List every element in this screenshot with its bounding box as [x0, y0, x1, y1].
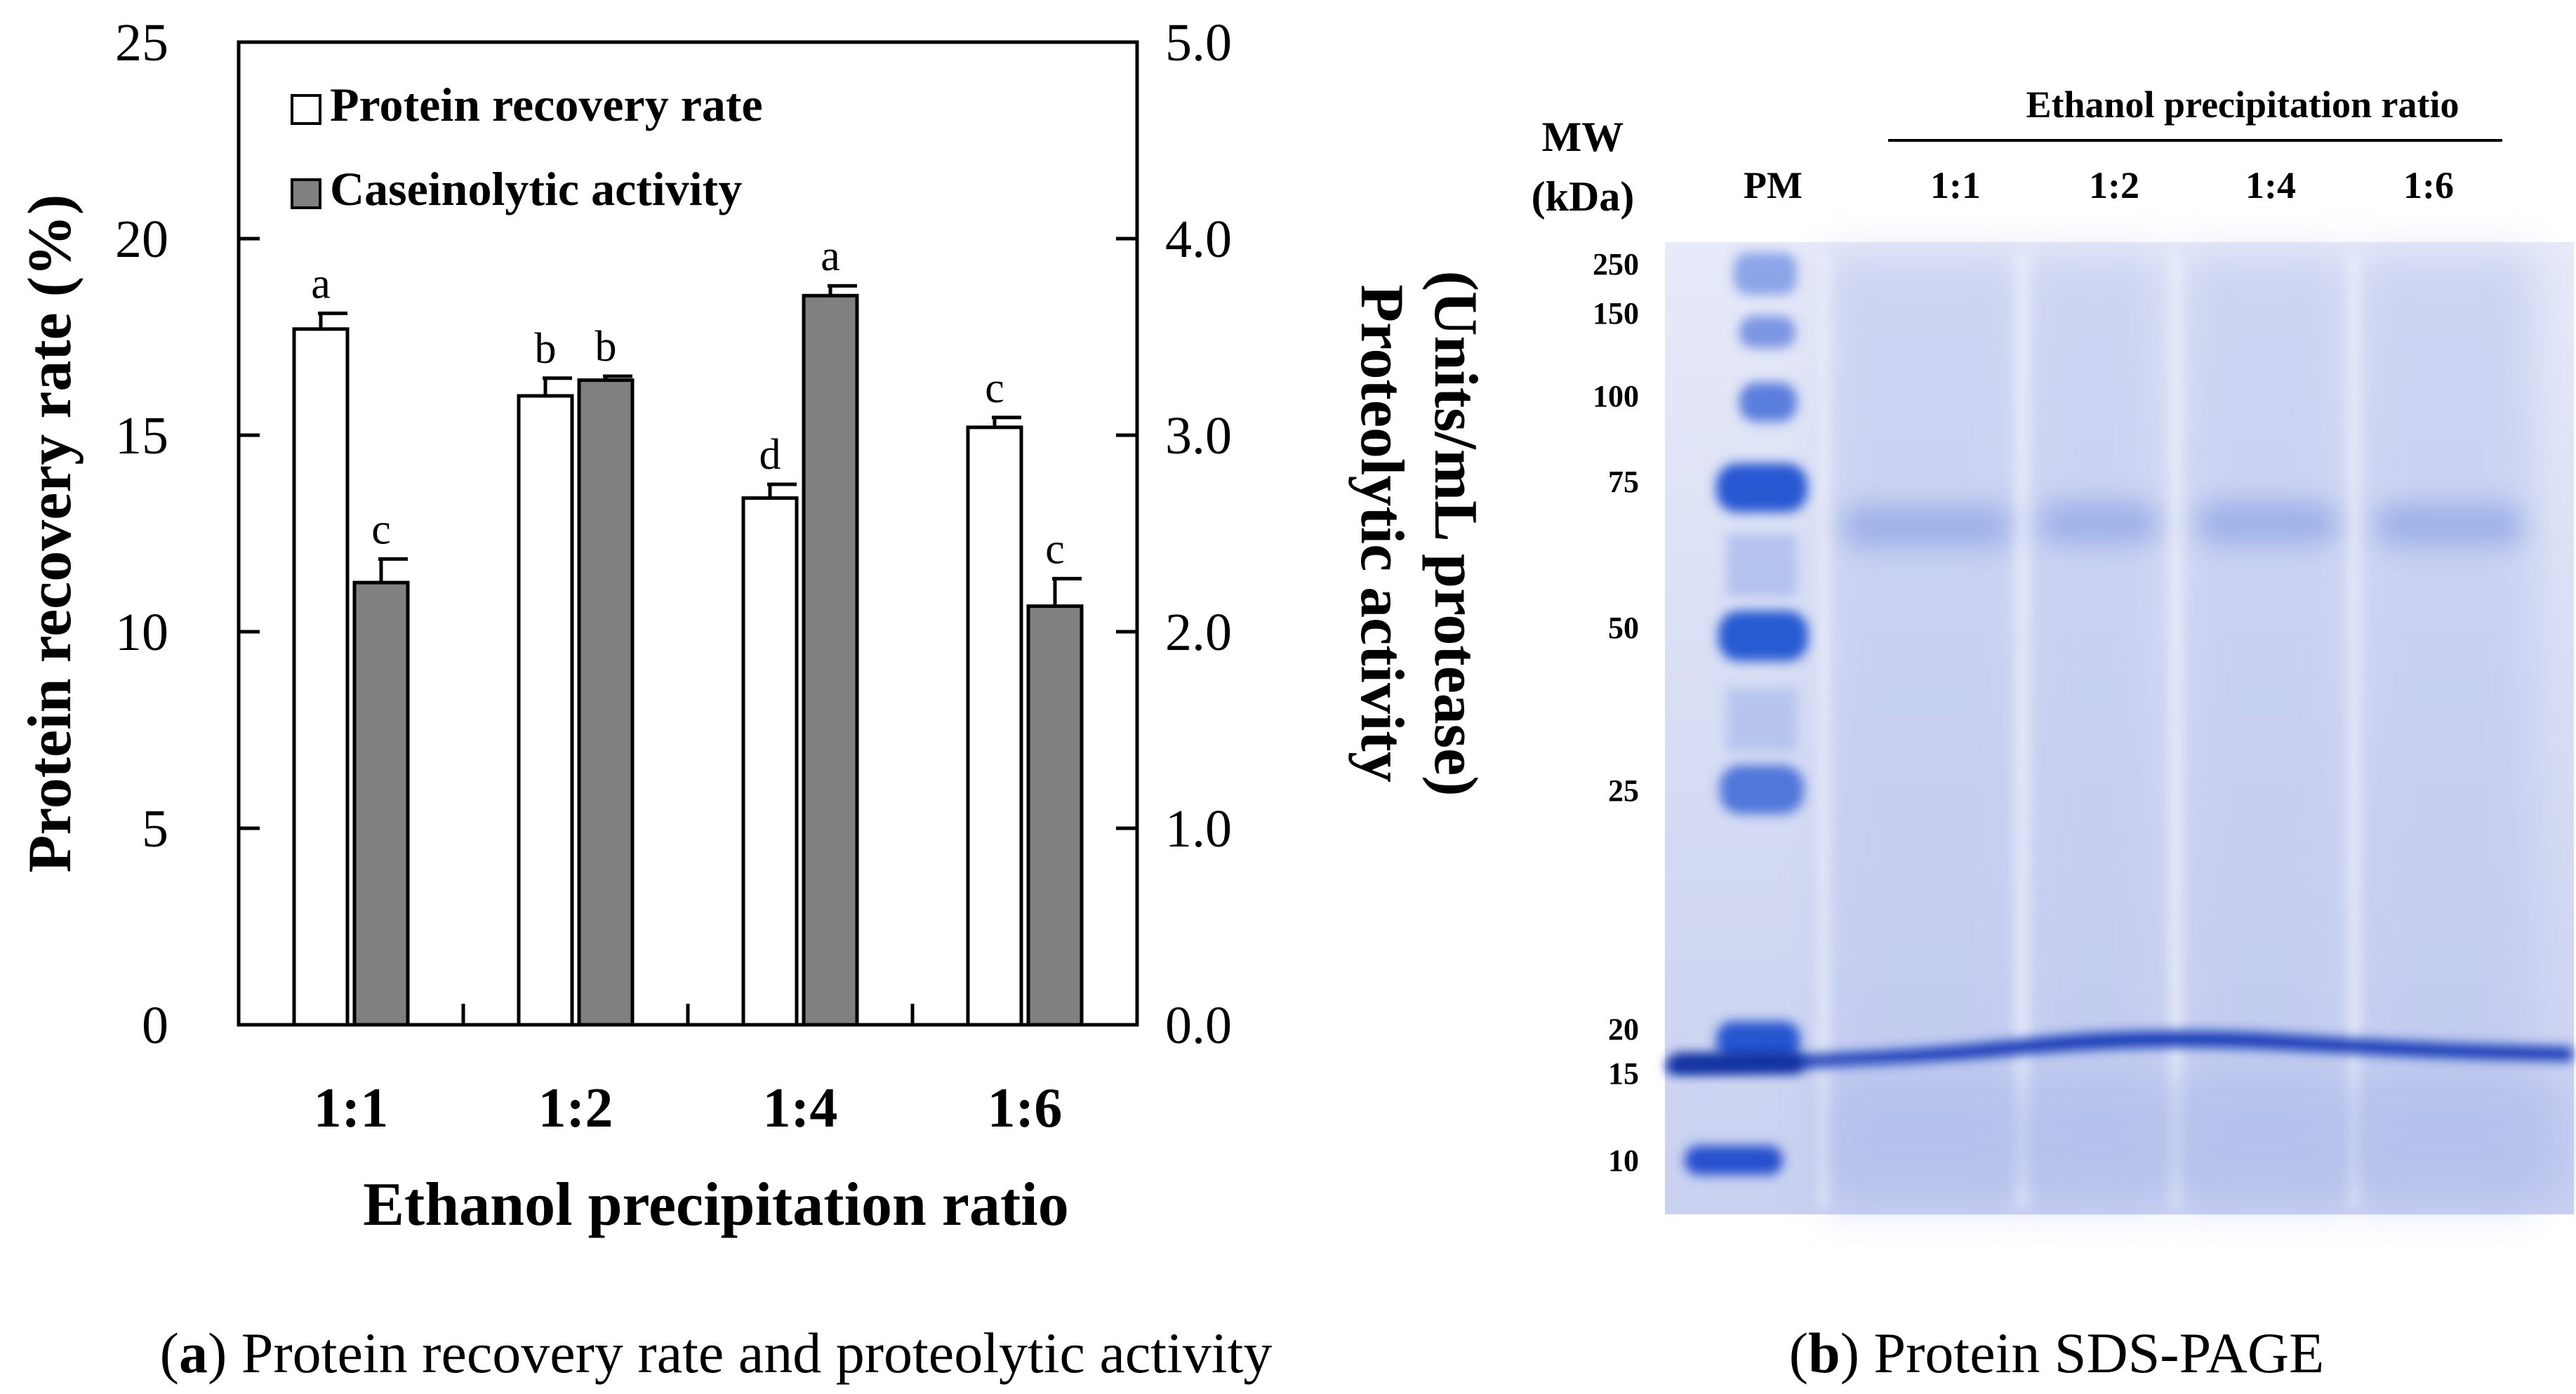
- y2-axis-title-line1: Proteolytic activity: [1348, 284, 1416, 782]
- lane-label-pm: PM: [1744, 164, 1802, 206]
- caption-a: (a) Protein recovery rate and proteolyti…: [160, 1321, 1273, 1385]
- gel-lane-gaps: [1818, 253, 2361, 1207]
- bars: a c b b d a c c: [292, 232, 1084, 1027]
- mw-marker-label: 25: [1608, 774, 1639, 808]
- mw-marker-label: 50: [1608, 611, 1639, 645]
- mw-label: MW: [1542, 114, 1624, 160]
- marker-lane-bands: [1685, 253, 1808, 1175]
- marker-band-150: [1739, 316, 1795, 348]
- y-tick-label: 15: [115, 406, 168, 465]
- bar-caseinolytic-activity: [802, 293, 859, 1027]
- marker-band-25: [1720, 765, 1804, 814]
- y-tick-label: 20: [115, 210, 168, 269]
- right-axis: 0.0 1.0 2.0 3.0 4.0 5.0: [1116, 13, 1232, 1055]
- sample-bands-70kda: [1843, 502, 2523, 547]
- bar-recovery-rate: [292, 327, 350, 1027]
- lane-label: 1:2: [2089, 164, 2139, 206]
- x-tick-label: 1:6: [988, 1077, 1063, 1139]
- significance-letter: a: [821, 232, 840, 280]
- legend: Protein recovery rate Caseinolytic activ…: [291, 78, 763, 215]
- significance-letter: d: [759, 431, 781, 479]
- mw-marker-label: 15: [1608, 1056, 1639, 1091]
- caption-b-letter: b: [1808, 1321, 1840, 1385]
- y2-tick-label: 5.0: [1165, 13, 1232, 72]
- main-protein-band: [1667, 1031, 2572, 1073]
- bar-caseinolytic-activity: [1026, 604, 1084, 1027]
- caption-a-letter: a: [179, 1321, 208, 1385]
- caption-b-text: Protein SDS-PAGE: [1859, 1321, 2324, 1385]
- lane-label: 1:4: [2245, 164, 2296, 206]
- y-tick-label: 25: [115, 13, 168, 72]
- legend-swatch-caseinolytic: [291, 178, 321, 209]
- bar-caseinolytic-activity: [352, 580, 410, 1027]
- mw-marker-label: 150: [1593, 296, 1639, 331]
- y-tick-label: 5: [142, 799, 168, 858]
- y2-tick-label: 3.0: [1165, 406, 1232, 465]
- significance-letter: a: [311, 260, 331, 307]
- caption-b: (b) Protein SDS-PAGE: [1789, 1321, 2324, 1385]
- sample-lane-labels: 1:1 1:2 1:4 1:6: [1930, 164, 2454, 206]
- marker-band-100: [1739, 383, 1797, 422]
- x-tick-label: 1:4: [763, 1077, 838, 1139]
- y2-tick-label: 4.0: [1165, 210, 1232, 269]
- y2-tick-label: 2.0: [1165, 603, 1232, 662]
- y2-axis-title-line2: (Units/mL protease): [1421, 271, 1489, 797]
- mw-marker-label: 75: [1608, 465, 1639, 499]
- legend-label-recovery: Protein recovery rate: [330, 78, 763, 131]
- mw-marker-label: 20: [1608, 1012, 1639, 1047]
- mw-marker-labels: 250 150 100 75 50 25 20 15 10: [1593, 247, 1639, 1178]
- gel-panel-b: MW (kDa) 250 150 100 75 50 25 20 15 10 PM Ethano…: [1532, 84, 2574, 1385]
- legend-label-caseinolytic: Caseinolytic activity: [330, 162, 742, 215]
- legend-swatch-recovery: [291, 94, 321, 125]
- caption-a-text: Protein recovery rate and proteolytic ac…: [227, 1321, 1272, 1385]
- gel-header: Ethanol precipitation ratio: [2026, 84, 2459, 126]
- marker-band-250: [1734, 253, 1797, 295]
- left-axis: 0 5 10 15 20 25: [115, 13, 260, 1055]
- y-axis-title: Protein recovery rate (%): [16, 194, 84, 873]
- lane-label: 1:1: [1930, 164, 1981, 206]
- significance-letter: c: [371, 505, 391, 553]
- mw-marker-label: 10: [1608, 1143, 1639, 1178]
- marker-band-20: [1716, 1021, 1800, 1060]
- bar-recovery-rate: [741, 496, 799, 1027]
- y-tick-label: 0: [142, 996, 168, 1055]
- significance-letter: c: [1045, 525, 1065, 573]
- kda-label: (kDa): [1532, 173, 1635, 220]
- lane-label: 1:6: [2403, 164, 2454, 206]
- significance-letter: c: [985, 364, 1004, 412]
- significance-letter: b: [535, 325, 557, 373]
- y2-tick-label: 1.0: [1165, 799, 1232, 858]
- x-tick-label: 1:2: [538, 1077, 613, 1139]
- chart-panel-a: 0 5 10 15 20 25 0.0 1.0 2.0 3.0 4.0 5.0 a c b b d a c c 1…: [16, 13, 1489, 1385]
- bar-recovery-rate: [517, 394, 574, 1027]
- bar-recovery-rate: [966, 425, 1023, 1027]
- marker-band-10: [1685, 1146, 1783, 1175]
- significance-letter: b: [595, 323, 617, 371]
- marker-band-75: [1716, 463, 1807, 512]
- x-tick-label: 1:1: [314, 1077, 389, 1139]
- y-tick-label: 10: [115, 603, 168, 662]
- bar-caseinolytic-activity: [577, 378, 635, 1027]
- x-axis-title: Ethanol precipitation ratio: [363, 1171, 1069, 1239]
- y2-tick-label: 0.0: [1165, 996, 1232, 1055]
- mw-marker-label: 100: [1593, 379, 1639, 413]
- marker-band-50: [1718, 611, 1808, 661]
- x-tick-labels: 1:1 1:2 1:4 1:6: [314, 1077, 1063, 1139]
- mw-marker-label: 250: [1593, 247, 1639, 281]
